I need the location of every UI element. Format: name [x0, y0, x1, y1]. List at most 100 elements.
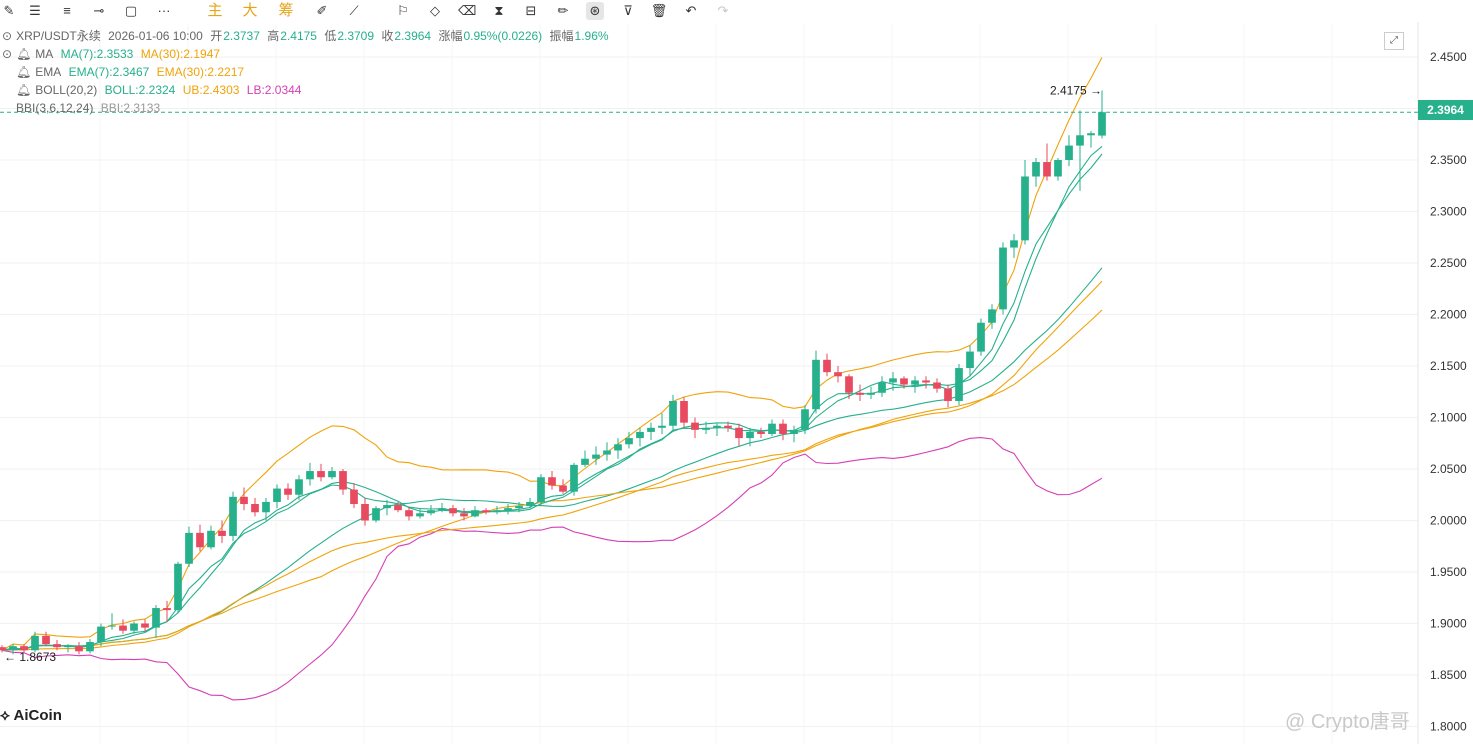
candle-body: [1087, 133, 1095, 136]
ema30-value: EMA(30):2.2217: [156, 65, 245, 79]
candle-body: [1098, 112, 1106, 136]
boll-value: BOLL:2.2324: [104, 83, 176, 97]
ma7-line: [1, 145, 1103, 651]
menu-icon[interactable]: ≡: [63, 3, 71, 18]
candle-body: [944, 388, 952, 402]
compare-icon[interactable]: ⧗: [494, 3, 504, 18]
candle-body: [911, 380, 919, 385]
candle-body: [636, 431, 644, 439]
lock-icon[interactable]: ⊟: [525, 3, 537, 18]
y-tick-label: 2.2500: [1430, 256, 1467, 270]
bell-icon[interactable]: 🔔︎: [16, 65, 32, 79]
candle-body: [647, 427, 655, 432]
ma30-line: [1, 309, 1103, 651]
note-icon[interactable]: ✐: [316, 3, 328, 18]
candle-body: [581, 458, 589, 465]
candle-body: [955, 368, 963, 402]
candle-body: [350, 489, 358, 505]
candle-body: [97, 626, 105, 643]
more-dots-icon[interactable]: ···: [157, 3, 171, 18]
low-marker-label: ← 1.8673: [4, 650, 56, 664]
candle-body: [449, 508, 457, 514]
candle-body: [273, 488, 281, 502]
candle-body: [603, 450, 611, 455]
candle-body: [614, 444, 622, 451]
main-chart-button[interactable]: 主: [207, 2, 223, 19]
bell-icon[interactable]: 🔔︎: [16, 47, 32, 61]
candle-body: [977, 322, 985, 352]
candle-body: [75, 646, 83, 652]
redo-icon[interactable]: ↷: [717, 3, 729, 18]
candle-body: [229, 496, 237, 536]
fullscreen-icon[interactable]: ⤢: [1384, 32, 1404, 50]
y-tick-label: 2.4500: [1430, 50, 1467, 64]
candle-body: [735, 427, 743, 439]
candle-body: [559, 485, 567, 492]
boll-upper-line: [1, 57, 1103, 651]
low-value: 2.3709: [337, 29, 375, 43]
candle-body: [1076, 135, 1084, 146]
candle-body: [240, 496, 248, 505]
candle-body: [185, 532, 193, 564]
eraser-icon[interactable]: ⌫: [458, 3, 477, 18]
candle-body: [801, 409, 809, 430]
flag-icon[interactable]: ⚐: [397, 3, 409, 18]
high-marker-label: 2.4175 →: [1050, 83, 1102, 97]
ema7-line: [1, 153, 1103, 651]
hline-icon[interactable]: ⊸: [93, 3, 105, 18]
candle-body: [493, 510, 501, 513]
candle-body: [537, 477, 545, 502]
candle-body: [702, 427, 710, 430]
bbi-name: BBI(3,6,12,24): [16, 101, 94, 115]
candle-body: [471, 510, 479, 517]
candle-body: [999, 247, 1007, 310]
y-tick-label: 1.9000: [1430, 617, 1467, 631]
candle-body: [1021, 176, 1029, 241]
lb-value: LB:2.0344: [246, 83, 302, 97]
y-tick-label: 1.8500: [1430, 668, 1467, 682]
ohlc-legend: ⊙ XRP/USDT永续 2026-01-06 10:00 开2.3737 高2.…: [2, 29, 613, 44]
rect-icon[interactable]: ▢: [124, 3, 138, 18]
y-tick-label: 2.0000: [1430, 514, 1467, 528]
ema-legend: 🔔︎ EMA EMA(7):2.3467 EMA(30):2.2217: [16, 65, 248, 80]
candle-body: [42, 635, 50, 645]
candle-body: [328, 471, 336, 478]
ruler-icon[interactable]: ⟋: [349, 3, 359, 18]
candle-body: [64, 646, 72, 648]
collapse-icon[interactable]: ⊙: [2, 47, 13, 61]
candle-body: [284, 488, 292, 495]
chips-button[interactable]: 筹: [278, 2, 294, 19]
candle-body: [9, 646, 17, 651]
candle-body: [108, 625, 116, 627]
filter-icon[interactable]: ⊽: [623, 3, 633, 18]
candle-body: [966, 351, 974, 369]
bell-icon[interactable]: 🔔︎: [16, 83, 32, 97]
candle-body: [31, 635, 39, 651]
candle-body: [812, 359, 820, 410]
collapse-icon[interactable]: ⊙: [2, 29, 13, 43]
align-icon[interactable]: ☰: [29, 3, 41, 18]
measure-icon[interactable]: ◇: [430, 3, 440, 18]
candle-body: [570, 464, 578, 492]
candle-body: [251, 504, 259, 513]
candle-body: [141, 623, 149, 628]
large-button[interactable]: 大: [242, 2, 258, 19]
edit-icon[interactable]: ✏: [557, 3, 569, 18]
magnet-icon[interactable]: ⊛: [586, 2, 604, 20]
candle-body: [196, 532, 204, 548]
boll-legend: 🔔︎ BOLL(20,2) BOLL:2.2324 UB:2.4303 LB:2.…: [16, 83, 305, 98]
y-tick-label: 1.9500: [1430, 565, 1467, 579]
undo-icon[interactable]: ↶: [685, 3, 697, 18]
candle-body: [658, 425, 666, 428]
candle-body: [306, 471, 314, 480]
trash-icon[interactable]: 🗑: [650, 3, 668, 18]
candle-body: [317, 471, 325, 478]
candle-body: [1010, 240, 1018, 248]
candle-body: [207, 530, 215, 548]
candle-body: [669, 401, 677, 426]
candle-body: [878, 382, 886, 393]
candle-body: [361, 504, 369, 521]
candle-body: [867, 392, 875, 395]
pencil-icon[interactable]: ✎: [3, 3, 15, 18]
